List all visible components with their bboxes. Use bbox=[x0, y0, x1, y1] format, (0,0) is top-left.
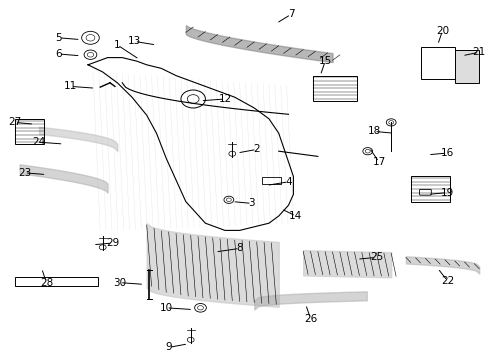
Text: 18: 18 bbox=[366, 126, 380, 136]
Text: 1: 1 bbox=[114, 40, 121, 50]
Text: 15: 15 bbox=[318, 56, 331, 66]
Text: 21: 21 bbox=[471, 47, 485, 57]
Text: 26: 26 bbox=[303, 314, 317, 324]
Text: 10: 10 bbox=[160, 303, 172, 313]
Text: 8: 8 bbox=[236, 243, 243, 253]
Text: 30: 30 bbox=[113, 278, 126, 288]
Text: 4: 4 bbox=[285, 177, 291, 187]
Text: 27: 27 bbox=[8, 117, 21, 127]
Text: 12: 12 bbox=[218, 94, 231, 104]
Text: 6: 6 bbox=[55, 49, 62, 59]
Text: 16: 16 bbox=[440, 148, 453, 158]
Text: 11: 11 bbox=[64, 81, 78, 91]
Text: 9: 9 bbox=[165, 342, 172, 352]
Text: 23: 23 bbox=[18, 168, 31, 178]
Text: 5: 5 bbox=[55, 33, 62, 43]
Text: 17: 17 bbox=[371, 157, 385, 167]
Text: 25: 25 bbox=[369, 252, 383, 262]
Text: 7: 7 bbox=[287, 9, 294, 19]
Text: 13: 13 bbox=[127, 36, 141, 46]
Text: 24: 24 bbox=[32, 137, 46, 147]
Text: 14: 14 bbox=[288, 211, 302, 221]
Text: 3: 3 bbox=[248, 198, 255, 208]
Text: 28: 28 bbox=[40, 278, 53, 288]
Text: 19: 19 bbox=[440, 188, 453, 198]
Text: 20: 20 bbox=[435, 26, 448, 36]
FancyBboxPatch shape bbox=[454, 50, 478, 83]
Text: 2: 2 bbox=[253, 144, 260, 154]
Text: 29: 29 bbox=[105, 238, 119, 248]
Text: 22: 22 bbox=[440, 276, 453, 286]
